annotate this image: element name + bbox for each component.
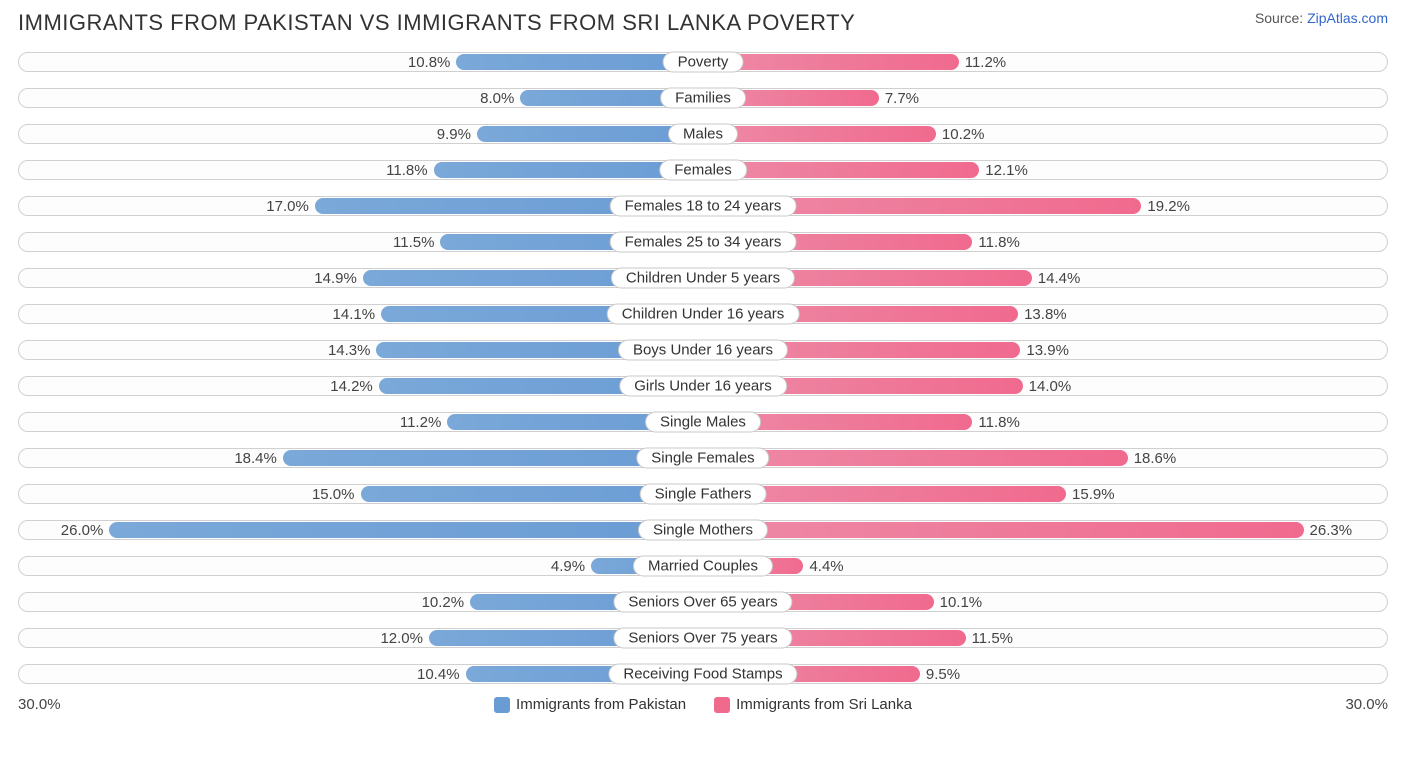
chart-row: 11.2% 11.8% Single Males [18,406,1388,438]
value-left: 11.8% [364,154,434,186]
value-right: 11.8% [972,406,1042,438]
bar-right [703,522,1304,538]
value-right: 14.0% [1023,370,1093,402]
category-pill: Children Under 16 years [607,304,800,325]
value-left: 14.3% [306,334,376,366]
chart-row: 10.2% 10.1% Seniors Over 65 years [18,586,1388,618]
header: IMMIGRANTS FROM PAKISTAN VS IMMIGRANTS F… [18,10,1388,36]
category-pill: Girls Under 16 years [619,376,787,397]
value-left: 4.9% [521,550,591,582]
chart-row: 11.5% 11.8% Females 25 to 34 years [18,226,1388,258]
category-pill: Females [659,160,747,181]
value-left: 11.5% [370,226,440,258]
chart-row: 10.8% 11.2% Poverty [18,46,1388,78]
value-right: 11.8% [972,226,1042,258]
chart-title: IMMIGRANTS FROM PAKISTAN VS IMMIGRANTS F… [18,10,855,36]
category-pill: Females 18 to 24 years [610,196,797,217]
legend-label-right: Immigrants from Sri Lanka [736,696,912,713]
value-right: 10.2% [936,118,1006,150]
category-pill: Boys Under 16 years [618,340,788,361]
chart-row: 11.8% 12.1% Females [18,154,1388,186]
category-pill: Males [668,124,738,145]
chart-row: 17.0% 19.2% Females 18 to 24 years [18,190,1388,222]
legend-label-left: Immigrants from Pakistan [516,696,686,713]
category-pill: Single Mothers [638,520,768,541]
category-pill: Single Females [636,448,769,469]
chart-row: 8.0% 7.7% Families [18,82,1388,114]
value-right: 12.1% [979,154,1049,186]
value-right: 26.3% [1304,514,1374,546]
value-left: 17.0% [245,190,315,222]
value-right: 18.6% [1128,442,1198,474]
chart-row: 9.9% 10.2% Males [18,118,1388,150]
value-right: 7.7% [879,82,949,114]
value-left: 10.8% [386,46,456,78]
chart-row: 10.4% 9.5% Receiving Food Stamps [18,658,1388,690]
category-pill: Seniors Over 65 years [613,592,792,613]
value-left: 9.9% [407,118,477,150]
chart-row: 14.1% 13.8% Children Under 16 years [18,298,1388,330]
value-left: 26.0% [39,514,109,546]
value-right: 15.9% [1066,478,1136,510]
legend: Immigrants from Pakistan Immigrants from… [494,696,912,713]
category-pill: Single Fathers [640,484,767,505]
value-left: 10.2% [400,586,470,618]
bar-left [109,522,703,538]
legend-swatch-right [714,697,730,713]
value-left: 10.4% [396,658,466,690]
category-pill: Seniors Over 75 years [613,628,792,649]
category-pill: Poverty [663,52,744,73]
axis-legend-row: 30.0% Immigrants from Pakistan Immigrant… [18,696,1388,713]
value-left: 14.9% [293,262,363,294]
legend-item-left: Immigrants from Pakistan [494,696,686,713]
source-attribution: Source: ZipAtlas.com [1255,10,1388,26]
value-left: 14.1% [311,298,381,330]
value-right: 13.9% [1020,334,1090,366]
category-pill: Married Couples [633,556,773,577]
value-left: 14.2% [309,370,379,402]
chart-row: 15.0% 15.9% Single Fathers [18,478,1388,510]
legend-swatch-left [494,697,510,713]
value-right: 14.4% [1032,262,1102,294]
value-right: 9.5% [920,658,990,690]
chart-row: 14.3% 13.9% Boys Under 16 years [18,334,1388,366]
value-left: 15.0% [291,478,361,510]
legend-item-right: Immigrants from Sri Lanka [714,696,912,713]
value-right: 19.2% [1141,190,1211,222]
value-right: 4.4% [803,550,873,582]
axis-max-left: 30.0% [18,696,61,713]
axis-max-right: 30.0% [1345,696,1388,713]
value-right: 11.2% [959,46,1029,78]
chart-row: 14.9% 14.4% Children Under 5 years [18,262,1388,294]
value-right: 11.5% [966,622,1036,654]
value-right: 13.8% [1018,298,1088,330]
category-pill: Single Males [645,412,761,433]
category-pill: Children Under 5 years [611,268,795,289]
chart-row: 26.0% 26.3% Single Mothers [18,514,1388,546]
chart-row: 14.2% 14.0% Girls Under 16 years [18,370,1388,402]
category-pill: Females 25 to 34 years [610,232,797,253]
value-left: 12.0% [359,622,429,654]
source-prefix: Source: [1255,10,1307,26]
value-left: 11.2% [377,406,447,438]
category-pill: Families [660,88,746,109]
chart-row: 12.0% 11.5% Seniors Over 75 years [18,622,1388,654]
chart-row: 18.4% 18.6% Single Females [18,442,1388,474]
chart-area: 10.8% 11.2% Poverty 8.0% 7.7% Families 9.9% 10.… [18,46,1388,690]
source-link[interactable]: ZipAtlas.com [1307,10,1388,26]
category-pill: Receiving Food Stamps [608,664,797,685]
chart-row: 4.9% 4.4% Married Couples [18,550,1388,582]
value-right: 10.1% [934,586,1004,618]
value-left: 18.4% [213,442,283,474]
value-left: 8.0% [450,82,520,114]
